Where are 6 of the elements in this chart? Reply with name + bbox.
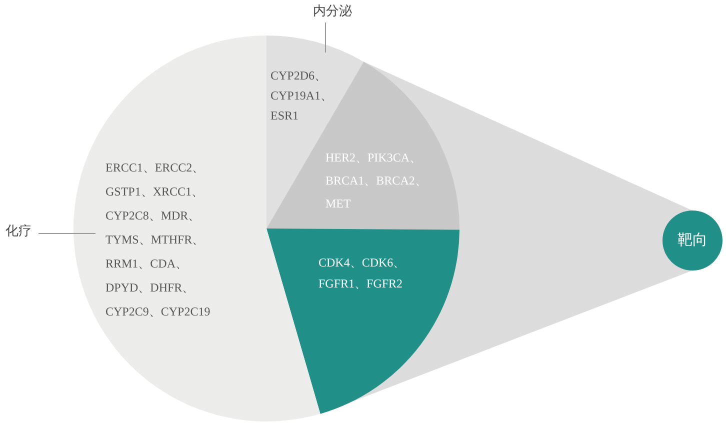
slice-label: CYP2D6、CYP19A1、ESR1 [270, 68, 333, 122]
text: 化疗 [6, 223, 32, 238]
text: 内分泌 [313, 3, 352, 18]
slice-label: ERCC1、ERCC2、GSTP1、XRCC1、CYP2C8、MDR、TYMS、MTHFR、RRM1、CDA、DPYD、DHFR、CYP2C9、CYP2C19 [106, 160, 210, 318]
slice-label: CDK4、CDK6、FGFR1、FGFR2 [318, 256, 406, 290]
text: 靶向 [678, 232, 708, 248]
